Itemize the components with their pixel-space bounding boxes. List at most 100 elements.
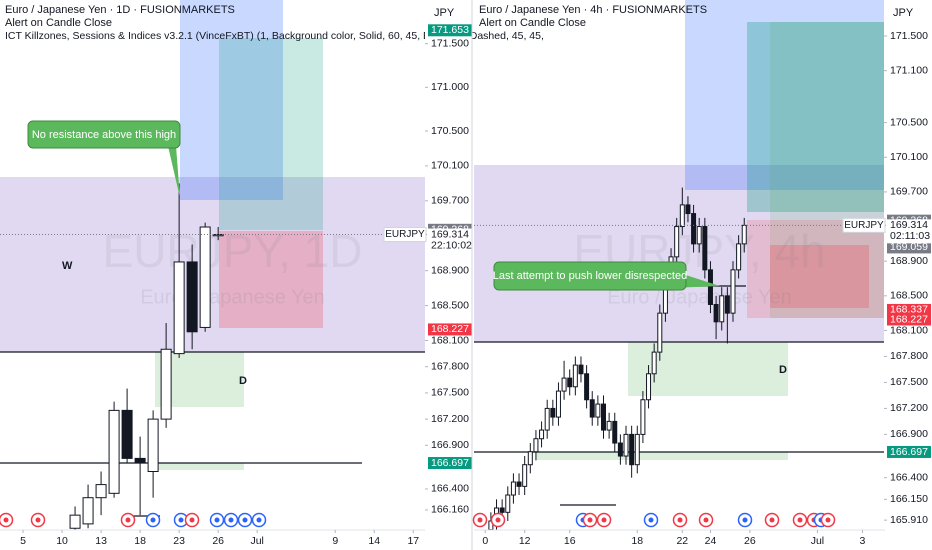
y-tick-label: 166.160: [431, 504, 469, 516]
event-dot: [703, 517, 709, 523]
y-tick-label: 170.100: [890, 151, 928, 163]
candle-body: [173, 261, 185, 355]
candle-body: [651, 351, 657, 375]
y-tick-label: 165.910: [890, 514, 928, 526]
currency: JPY: [434, 7, 455, 19]
symbol-badge: [383, 227, 427, 243]
candle-body: [646, 373, 652, 401]
candle-body: [212, 234, 224, 237]
y-tick-label: 167.500: [431, 387, 469, 399]
candle-body: [95, 484, 107, 499]
candle-body: [544, 407, 550, 431]
price-badge: [887, 241, 931, 254]
candle-body: [629, 433, 635, 466]
y-tick-label: 170.500: [890, 116, 928, 128]
zone: [180, 0, 283, 200]
watermark-sub: Euro / Japanese Yen: [140, 286, 325, 308]
candle-body: [555, 390, 561, 418]
candle-body: [108, 409, 120, 494]
zone: [0, 177, 425, 352]
y-tick-label: 168.900: [890, 255, 928, 267]
chart-subtitle: Alert on Candle Close: [479, 17, 586, 29]
candle-body: [516, 481, 522, 487]
event-dot: [3, 517, 9, 523]
callout-text: Last attempt to push lower disrespected: [493, 270, 687, 282]
callout: [493, 261, 687, 291]
candle-body: [522, 464, 528, 487]
plot-area: EURJPY, 1D Euro / Japanese Yen No resistan…: [0, 0, 425, 530]
price-axis: [884, 0, 931, 530]
y-tick-label: 171.100: [890, 64, 928, 76]
y-tick-label: 168.100: [890, 324, 928, 336]
event-dot: [648, 517, 654, 523]
event-dot: [178, 517, 184, 523]
event-dot: [601, 517, 607, 523]
currency: JPY: [893, 7, 914, 19]
y-tick-label: 167.200: [431, 413, 469, 425]
candle-body: [561, 377, 567, 392]
zone: [474, 165, 885, 342]
x-tick-label: 5: [20, 535, 26, 547]
zone: [747, 22, 885, 212]
candle-body: [82, 497, 94, 525]
event-dot: [228, 517, 234, 523]
x-tick-label: 9: [332, 535, 338, 547]
candle-body: [730, 269, 736, 314]
candle-body: [589, 399, 595, 418]
y-tick-label: 171.000: [431, 81, 469, 93]
candle-body: [685, 204, 691, 215]
event-dot: [797, 517, 803, 523]
price-badge-label: 166.697: [890, 446, 928, 458]
x-tick-label: Jul: [811, 535, 824, 547]
candle-body: [606, 420, 612, 431]
zone-label: D: [779, 364, 787, 376]
zone: [770, 22, 885, 318]
y-tick-label: 168.500: [890, 290, 928, 302]
candle-body: [719, 295, 725, 323]
y-tick-label: 167.200: [890, 402, 928, 414]
candle-body: [741, 224, 747, 245]
last-price: 169.314: [431, 228, 469, 240]
candle-body: [578, 364, 584, 375]
x-tick-label: 17: [407, 535, 419, 547]
candle-body: [707, 269, 713, 305]
y-tick-label: 171.500: [431, 37, 469, 49]
price-badge: [428, 323, 472, 336]
zone: [536, 452, 788, 460]
event-dot: [769, 517, 775, 523]
y-tick-label: 166.900: [431, 439, 469, 451]
y-tick-label: 167.500: [890, 376, 928, 388]
y-tick-label: 168.100: [431, 334, 469, 346]
candle-body: [600, 403, 606, 431]
candle-body: [640, 399, 646, 435]
y-tick-label: 168.500: [431, 299, 469, 311]
price-badge-label: 166.697: [431, 457, 469, 469]
x-tick-label: 18: [631, 535, 643, 547]
x-tick-label: 18: [134, 535, 146, 547]
x-tick-label: 13: [95, 535, 107, 547]
countdown: 22:10:02: [431, 239, 472, 251]
symbol-label: EURJPY: [385, 229, 425, 240]
watermark: EURJPY, 1D: [103, 225, 363, 277]
zone: [685, 0, 885, 190]
zone-label: W: [62, 260, 73, 272]
price-badge: [428, 457, 472, 470]
y-tick-label: 166.150: [890, 493, 928, 505]
last-price-badge: [887, 219, 931, 244]
candle-body: [674, 226, 680, 258]
zone: [155, 463, 244, 470]
candle-body: [160, 348, 172, 420]
candle-body: [134, 457, 146, 464]
last-price-badge: [428, 228, 472, 253]
price-badge-label: 168.337: [890, 304, 928, 316]
y-tick-label: 170.100: [431, 160, 469, 172]
candle-body: [634, 433, 640, 466]
event-dot: [125, 517, 131, 523]
price-badge-label: 169.059: [890, 241, 928, 253]
event-dot: [35, 517, 41, 523]
price-badge: [887, 313, 931, 326]
event-dot: [150, 517, 156, 523]
candle-body: [510, 481, 516, 496]
